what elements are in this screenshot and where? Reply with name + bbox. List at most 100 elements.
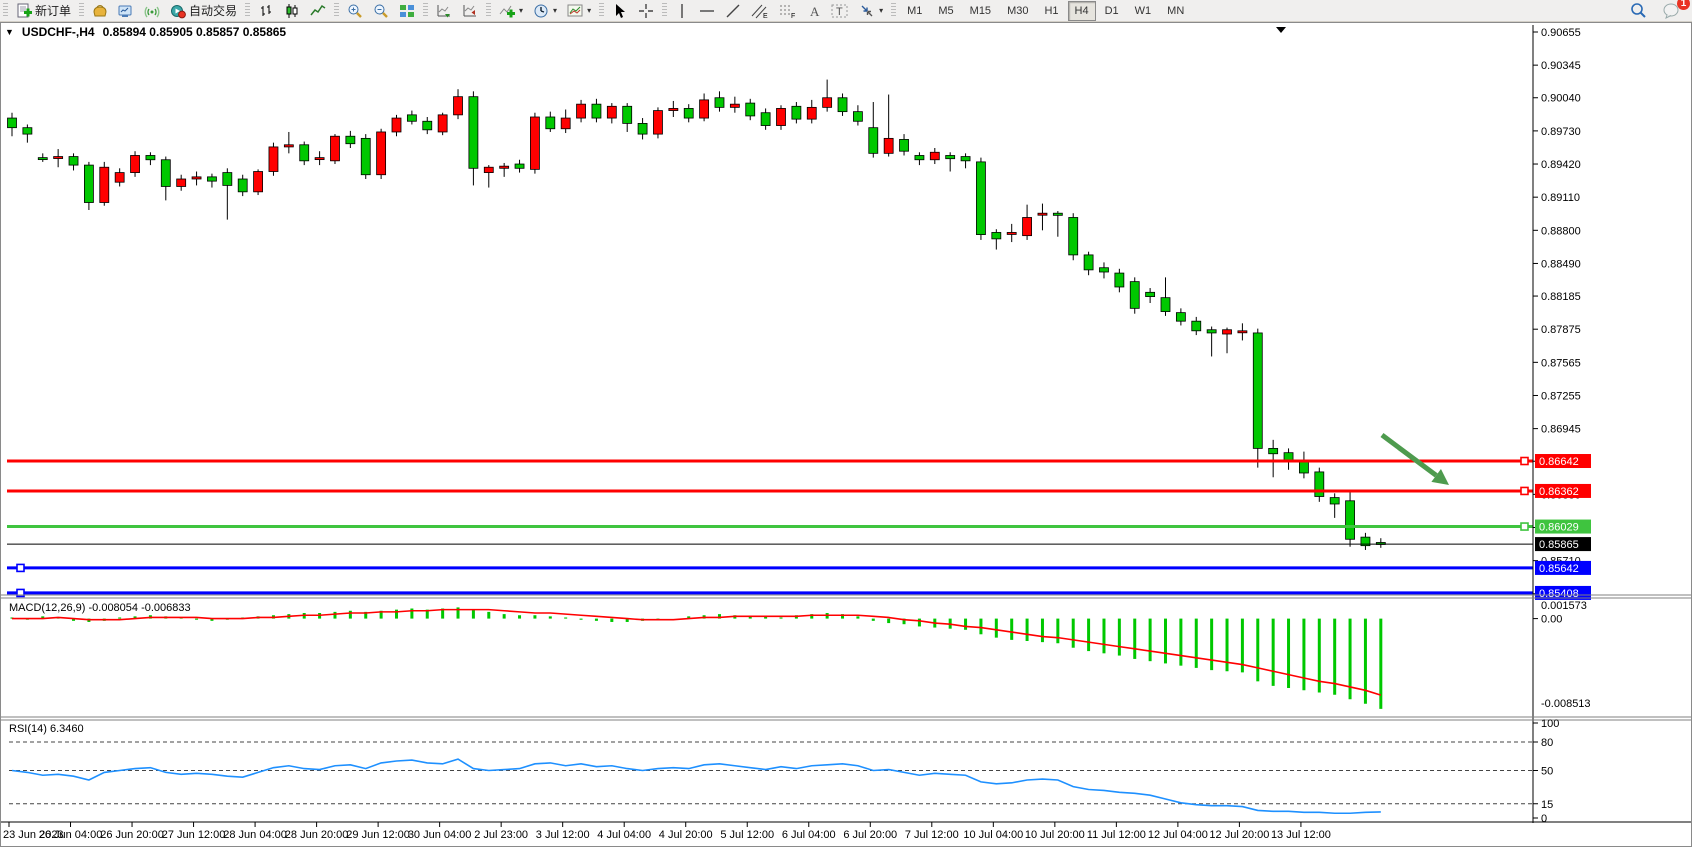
price-tick-label: 0.87255 xyxy=(1541,390,1581,402)
candle xyxy=(929,151,940,161)
timeframe-mn[interactable]: MN xyxy=(1167,4,1185,17)
candle xyxy=(1022,217,1032,237)
time-tick-label: 7 Jul 12:00 xyxy=(905,829,959,841)
timeframe-h1[interactable]: H1 xyxy=(1044,4,1059,17)
candle xyxy=(729,103,740,108)
tile-windows-button[interactable] xyxy=(394,0,420,22)
trendline-button[interactable] xyxy=(720,0,746,22)
toolbar-grip xyxy=(79,3,85,18)
candle xyxy=(283,144,294,148)
candle xyxy=(145,155,156,161)
autotrade-button[interactable]: 自动交易 xyxy=(165,0,242,22)
search-button[interactable] xyxy=(1625,0,1652,22)
candle xyxy=(453,96,463,116)
timeframe-w1[interactable]: W1 xyxy=(1134,4,1152,17)
candle xyxy=(1191,320,1202,332)
toolbar-grip xyxy=(891,3,897,18)
chart-title: ▼ USDCHF-,H4 0.85894 0.85905 0.85857 0.8… xyxy=(5,25,286,39)
text-button[interactable]: A xyxy=(802,0,826,22)
timeframe-m1[interactable]: M1 xyxy=(907,4,923,17)
timeframe-d1[interactable]: D1 xyxy=(1104,4,1119,17)
candle xyxy=(914,155,925,161)
candle xyxy=(406,114,417,122)
fibonacci-button[interactable]: F xyxy=(774,0,802,22)
text-label-icon: T xyxy=(831,3,849,19)
horizontal-line-icon xyxy=(699,3,715,19)
candle xyxy=(1237,330,1248,334)
zoom-out-button[interactable] xyxy=(368,0,394,22)
time-tick-label: 2 Jul 23:00 xyxy=(474,829,528,841)
candle xyxy=(791,105,802,120)
candle xyxy=(191,176,202,180)
candle xyxy=(1206,329,1217,334)
price-line-label: 0.86029 xyxy=(1539,522,1579,534)
candle xyxy=(268,146,279,172)
candle xyxy=(560,117,571,130)
chart-canvas[interactable]: 0.90655 0.90345 0.90040 0.89730 0.89420 0.891… xyxy=(1,23,1691,846)
toolbar-grip xyxy=(599,3,605,18)
wallet-button[interactable] xyxy=(87,0,113,22)
text-label-button[interactable]: T xyxy=(826,0,854,22)
price-line-label-bg xyxy=(1535,483,1591,498)
candle xyxy=(37,157,48,161)
autotrade-label: 自动交易 xyxy=(189,4,238,18)
candle xyxy=(637,123,648,135)
candle xyxy=(7,117,17,129)
trendline-icon xyxy=(725,3,741,19)
cursor-icon xyxy=(612,3,628,19)
periods-button[interactable]: ▾ xyxy=(528,0,562,22)
rsi-axis-label: 100 xyxy=(1541,718,1559,730)
signal-button[interactable] xyxy=(139,0,165,22)
rsi-axis-label: 15 xyxy=(1541,799,1553,811)
crosshair-button[interactable] xyxy=(633,0,659,22)
price-tick-label: 0.88800 xyxy=(1541,225,1581,237)
timeframe-m30[interactable]: M30 xyxy=(1007,4,1029,17)
chart-shift-button[interactable] xyxy=(457,0,483,22)
periods-icon xyxy=(533,3,549,19)
price-tick-label: 0.89420 xyxy=(1541,159,1581,171)
line-chart-button[interactable] xyxy=(305,0,331,22)
indicators-button[interactable]: ▾ xyxy=(494,0,528,22)
vertical-line-button[interactable] xyxy=(670,0,694,22)
line-handle[interactable] xyxy=(16,588,25,598)
price-tick-label: 0.89730 xyxy=(1541,126,1581,138)
line-handle[interactable] xyxy=(1520,456,1529,466)
candle xyxy=(314,157,325,161)
line-handle[interactable] xyxy=(16,563,25,573)
candlestick-button[interactable] xyxy=(279,0,305,22)
macd-label: MACD(12,26,9) -0.008054 -0.006833 xyxy=(9,602,191,614)
new-order-button[interactable]: 新订单 xyxy=(11,0,76,22)
chart-menu-icon[interactable]: ▼ xyxy=(5,27,14,37)
line-handle[interactable] xyxy=(1520,522,1529,531)
horizontal-line-button[interactable] xyxy=(694,0,720,22)
bar-chart-button[interactable] xyxy=(253,0,279,22)
price-tick-label: 0.88490 xyxy=(1541,258,1581,270)
timeframe-m5[interactable]: M5 xyxy=(938,4,954,17)
trend-arrow-head[interactable] xyxy=(1431,469,1449,485)
templates-button[interactable]: ▾ xyxy=(562,0,596,22)
candle xyxy=(345,135,356,145)
autoscroll-button[interactable] xyxy=(431,0,457,22)
arrows-caret-icon: ▾ xyxy=(879,6,884,15)
candle xyxy=(576,103,586,119)
candle xyxy=(1222,329,1232,335)
svg-text:T: T xyxy=(836,6,843,18)
arrows-button[interactable]: ▾ xyxy=(854,0,888,22)
timeframe-h4[interactable]: H4 xyxy=(1067,0,1096,21)
fibonacci-icon: F xyxy=(779,3,797,19)
price-line-label-bg xyxy=(1535,560,1591,575)
equidistant-channel-button[interactable]: E xyxy=(746,0,774,22)
line-handle[interactable] xyxy=(1520,486,1529,496)
candle xyxy=(222,172,233,186)
price-line-label: 0.85865 xyxy=(1539,539,1579,551)
terminal-button[interactable] xyxy=(113,0,139,22)
timeframe-m15[interactable]: M15 xyxy=(969,4,992,17)
zoom-in-button[interactable] xyxy=(342,0,368,22)
candle xyxy=(653,110,663,135)
cursor-button[interactable] xyxy=(607,0,633,22)
zoom-out-icon xyxy=(373,3,389,19)
candle xyxy=(160,159,171,187)
price-line-label-bg xyxy=(1535,454,1591,469)
trend-arrow[interactable] xyxy=(1380,432,1438,478)
notifications-button[interactable]: 1 xyxy=(1658,0,1690,22)
